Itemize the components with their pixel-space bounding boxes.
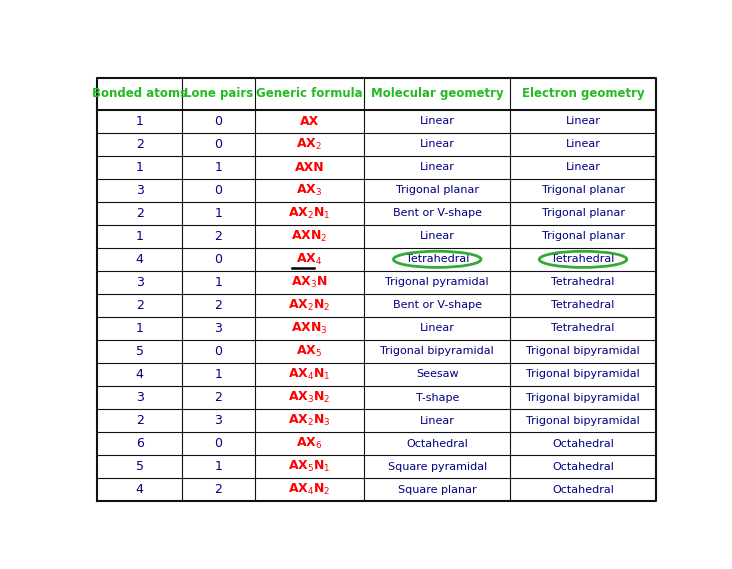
Text: 2: 2 <box>135 299 143 312</box>
Text: AX$_6$: AX$_6$ <box>296 436 323 451</box>
Text: 2: 2 <box>135 414 143 427</box>
Text: 3: 3 <box>135 276 143 289</box>
Text: Lone pairs: Lone pairs <box>184 87 253 100</box>
Text: Tetrahedral: Tetrahedral <box>406 254 469 265</box>
Text: Octahedral: Octahedral <box>406 439 468 448</box>
Text: 0: 0 <box>214 115 223 127</box>
Text: Tetrahedral: Tetrahedral <box>551 254 615 265</box>
Text: 3: 3 <box>214 414 223 427</box>
Text: Trigonal planar: Trigonal planar <box>542 208 624 218</box>
Text: Trigonal bipyramidal: Trigonal bipyramidal <box>526 415 640 426</box>
Text: AX$_4$N$_2$: AX$_4$N$_2$ <box>288 482 331 497</box>
Text: 5: 5 <box>135 345 143 358</box>
Text: Trigonal bipyramidal: Trigonal bipyramidal <box>526 369 640 380</box>
Text: 3: 3 <box>135 184 143 197</box>
Text: Tetrahedral: Tetrahedral <box>551 277 615 287</box>
Text: Linear: Linear <box>419 139 455 149</box>
Text: 1: 1 <box>214 460 223 473</box>
Text: 1: 1 <box>214 276 223 289</box>
Text: Generic formula: Generic formula <box>256 87 363 100</box>
Text: 3: 3 <box>214 322 223 335</box>
Text: AX$_5$: AX$_5$ <box>296 344 323 359</box>
Text: AXN$_3$: AXN$_3$ <box>291 321 328 336</box>
Text: 4: 4 <box>135 368 143 381</box>
Text: 2: 2 <box>214 391 223 404</box>
Text: AX$_3$: AX$_3$ <box>296 183 323 198</box>
Text: Trigonal planar: Trigonal planar <box>542 185 624 195</box>
Text: Trigonal bipyramidal: Trigonal bipyramidal <box>526 347 640 356</box>
Text: Linear: Linear <box>419 162 455 172</box>
Text: Bonded atoms: Bonded atoms <box>92 87 187 100</box>
Text: 4: 4 <box>135 253 143 266</box>
Text: Octahedral: Octahedral <box>552 461 614 472</box>
Text: 0: 0 <box>214 253 223 266</box>
Text: Electron geometry: Electron geometry <box>522 87 644 100</box>
Text: Trigonal planar: Trigonal planar <box>396 185 479 195</box>
Text: Trigonal bipyramidal: Trigonal bipyramidal <box>526 393 640 402</box>
Text: AX$_2$N$_1$: AX$_2$N$_1$ <box>288 206 331 221</box>
Text: 2: 2 <box>214 483 223 496</box>
Text: 1: 1 <box>214 207 223 220</box>
Text: 0: 0 <box>214 345 223 358</box>
Text: Tetrahedral: Tetrahedral <box>551 323 615 333</box>
Text: AX$_2$N$_3$: AX$_2$N$_3$ <box>288 413 331 428</box>
Text: Tetrahedral: Tetrahedral <box>551 300 615 311</box>
Text: 2: 2 <box>214 299 223 312</box>
Text: 6: 6 <box>135 437 143 450</box>
Text: Trigonal planar: Trigonal planar <box>542 232 624 241</box>
Text: AX$_4$: AX$_4$ <box>296 252 323 267</box>
Text: Octahedral: Octahedral <box>552 485 614 494</box>
Text: Linear: Linear <box>566 116 600 126</box>
Text: 2: 2 <box>214 230 223 243</box>
Text: T-shape: T-shape <box>416 393 459 402</box>
Text: Square pyramidal: Square pyramidal <box>387 461 487 472</box>
Text: Square planar: Square planar <box>398 485 477 494</box>
Text: Molecular geometry: Molecular geometry <box>371 87 504 100</box>
Text: 1: 1 <box>135 322 143 335</box>
Text: AXN$_2$: AXN$_2$ <box>291 229 328 244</box>
Text: Linear: Linear <box>419 232 455 241</box>
Text: 1: 1 <box>135 230 143 243</box>
Text: AX$_3$N$_2$: AX$_3$N$_2$ <box>288 390 331 405</box>
Text: 3: 3 <box>135 391 143 404</box>
Text: 2: 2 <box>135 207 143 220</box>
Text: Trigonal bipyramidal: Trigonal bipyramidal <box>381 347 494 356</box>
Text: Trigonal pyramidal: Trigonal pyramidal <box>385 277 489 287</box>
Text: 1: 1 <box>135 160 143 174</box>
Text: 0: 0 <box>214 184 223 197</box>
Text: Linear: Linear <box>566 139 600 149</box>
Text: 1: 1 <box>214 160 223 174</box>
Text: AX: AX <box>300 115 319 127</box>
Text: AX$_4$N$_1$: AX$_4$N$_1$ <box>288 367 331 382</box>
Text: AX$_2$N$_2$: AX$_2$N$_2$ <box>288 298 331 313</box>
Text: 0: 0 <box>214 437 223 450</box>
Text: Bent or V-shape: Bent or V-shape <box>392 300 482 311</box>
Text: AXN: AXN <box>295 160 324 174</box>
Text: Linear: Linear <box>566 162 600 172</box>
Text: 1: 1 <box>214 368 223 381</box>
Text: Seesaw: Seesaw <box>416 369 458 380</box>
Text: Linear: Linear <box>419 415 455 426</box>
Text: AX$_5$N$_1$: AX$_5$N$_1$ <box>288 459 331 474</box>
Text: Linear: Linear <box>419 323 455 333</box>
Text: Octahedral: Octahedral <box>552 439 614 448</box>
Text: 0: 0 <box>214 138 223 151</box>
Text: 2: 2 <box>135 138 143 151</box>
Text: AX$_3$N: AX$_3$N <box>291 275 328 290</box>
Text: Linear: Linear <box>419 116 455 126</box>
Text: Bent or V-shape: Bent or V-shape <box>392 208 482 218</box>
Text: AX$_2$: AX$_2$ <box>296 137 323 152</box>
Text: 1: 1 <box>135 115 143 127</box>
Text: 5: 5 <box>135 460 143 473</box>
Text: 4: 4 <box>135 483 143 496</box>
